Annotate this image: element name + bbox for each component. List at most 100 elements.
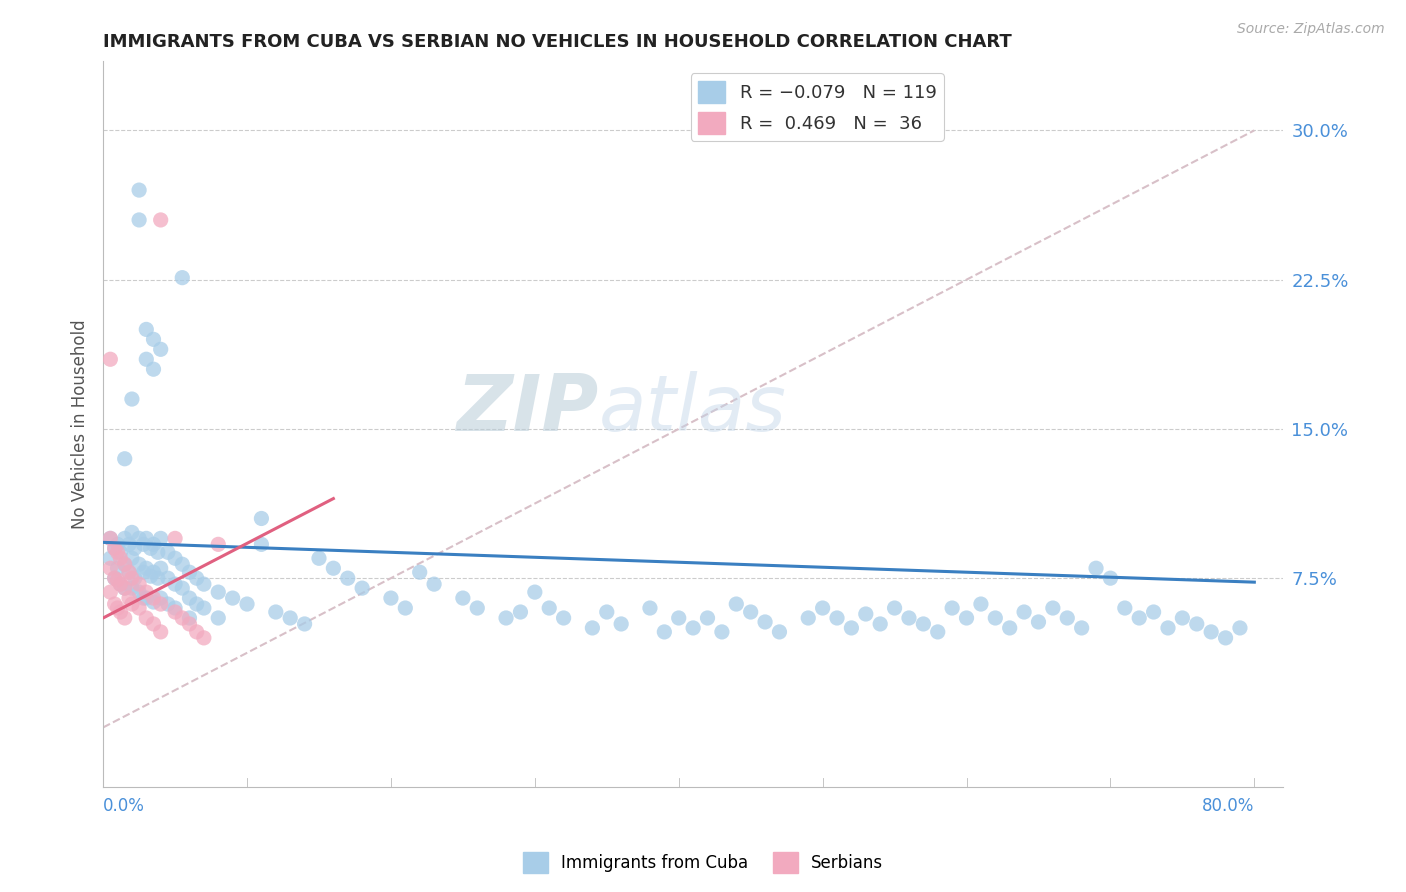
Point [118, 565, 141, 579]
Point [740, 605, 762, 619]
Point [1056, 611, 1078, 625]
Point [110, 605, 132, 619]
Point [149, 343, 172, 357]
Point [394, 601, 416, 615]
Point [165, 532, 187, 546]
Point [165, 601, 187, 615]
Point [149, 624, 172, 639]
Point [135, 322, 157, 336]
Point [149, 532, 172, 546]
Point [114, 532, 136, 546]
Point [538, 601, 561, 615]
Point [1012, 605, 1035, 619]
Point [121, 597, 143, 611]
Point [156, 571, 179, 585]
Point [135, 591, 157, 605]
Text: 80.0%: 80.0% [1202, 797, 1254, 815]
Point [107, 601, 129, 615]
Point [128, 183, 150, 197]
Point [179, 565, 201, 579]
Point [179, 617, 201, 632]
Point [682, 621, 704, 635]
Point [294, 617, 316, 632]
Point [186, 571, 208, 585]
Point [1171, 611, 1194, 625]
Point [121, 571, 143, 585]
Point [754, 615, 776, 629]
Point [104, 571, 127, 585]
Point [156, 545, 179, 559]
Point [142, 332, 165, 346]
Point [941, 601, 963, 615]
Point [955, 611, 977, 625]
Point [553, 611, 575, 625]
Point [98, 352, 121, 367]
Point [768, 624, 790, 639]
Point [104, 541, 127, 556]
Point [165, 605, 187, 619]
Point [107, 573, 129, 587]
Y-axis label: No Vehicles in Household: No Vehicles in Household [72, 319, 89, 529]
Point [1199, 624, 1222, 639]
Point [98, 532, 121, 546]
Point [110, 577, 132, 591]
Point [869, 617, 891, 632]
Point [380, 591, 402, 605]
Point [128, 577, 150, 591]
Point [596, 605, 619, 619]
Point [179, 611, 201, 625]
Text: 0.0%: 0.0% [103, 797, 145, 815]
Point [1185, 617, 1208, 632]
Point [149, 561, 172, 575]
Point [104, 541, 127, 556]
Point [207, 537, 229, 551]
Point [207, 585, 229, 599]
Point [172, 611, 194, 625]
Legend: Immigrants from Cuba, Serbians: Immigrants from Cuba, Serbians [516, 846, 890, 880]
Point [1215, 631, 1237, 645]
Point [128, 532, 150, 546]
Text: Source: ZipAtlas.com: Source: ZipAtlas.com [1237, 22, 1385, 37]
Point [236, 597, 259, 611]
Point [98, 551, 121, 566]
Point [114, 558, 136, 572]
Point [128, 558, 150, 572]
Point [250, 511, 273, 525]
Point [250, 537, 273, 551]
Point [172, 270, 194, 285]
Point [165, 577, 187, 591]
Point [172, 558, 194, 572]
Point [1042, 601, 1064, 615]
Point [654, 624, 676, 639]
Point [172, 581, 194, 595]
Point [423, 577, 446, 591]
Point [352, 581, 374, 595]
Point [114, 611, 136, 625]
Point [710, 624, 733, 639]
Point [121, 392, 143, 406]
Point [221, 591, 243, 605]
Point [409, 565, 432, 579]
Point [897, 611, 920, 625]
Point [124, 541, 146, 556]
Point [1114, 601, 1136, 615]
Point [107, 545, 129, 559]
Point [855, 607, 877, 621]
Point [193, 577, 215, 591]
Point [509, 605, 531, 619]
Point [1028, 615, 1050, 629]
Point [98, 561, 121, 575]
Point [142, 591, 165, 605]
Point [495, 611, 517, 625]
Point [114, 581, 136, 595]
Point [912, 617, 935, 632]
Point [98, 532, 121, 546]
Point [165, 551, 187, 566]
Point [114, 558, 136, 572]
Point [1128, 611, 1150, 625]
Point [1142, 605, 1164, 619]
Point [107, 537, 129, 551]
Point [104, 597, 127, 611]
Point [135, 532, 157, 546]
Point [139, 541, 162, 556]
